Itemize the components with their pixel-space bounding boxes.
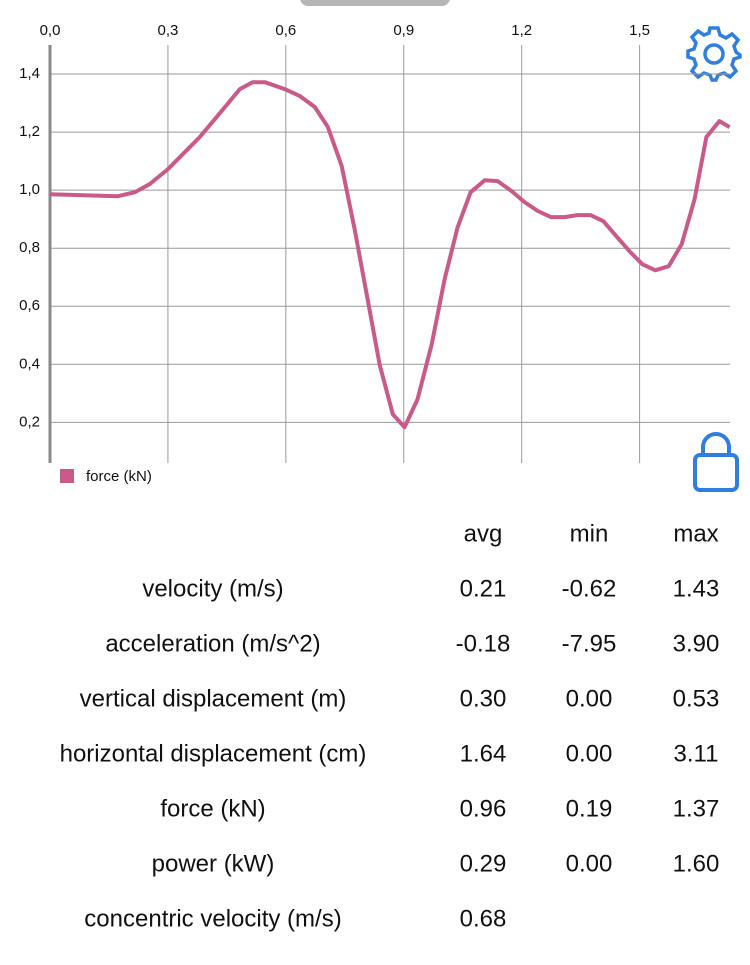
- x-tick-label: 0,9: [393, 22, 414, 39]
- y-tick-label: 1,0: [19, 181, 40, 198]
- x-tick-label: 1,2: [511, 22, 532, 39]
- legend-swatch: [60, 469, 74, 483]
- cell: 3.11: [674, 740, 719, 767]
- x-tick-label: 0,6: [275, 22, 296, 39]
- cell: 1.60: [673, 850, 720, 877]
- x-tick-label: 1,5: [629, 22, 650, 39]
- column-header: min: [570, 520, 609, 547]
- lock-icon[interactable]: [693, 432, 739, 492]
- y-tick-label: 1,2: [19, 123, 40, 140]
- cell: -7.95: [562, 630, 617, 657]
- cell: 3.90: [673, 630, 720, 657]
- cell: 1.37: [673, 795, 720, 822]
- cell: -0.62: [562, 575, 617, 602]
- y-tick-label: 0,4: [19, 355, 40, 372]
- cell: 0.21: [460, 575, 507, 602]
- cell: 0.19: [566, 795, 613, 822]
- cell: 0.00: [566, 850, 613, 877]
- data-line: [49, 80, 731, 430]
- cell: 0.00: [566, 685, 613, 712]
- row-label: horizontal displacement (cm): [60, 740, 367, 767]
- x-tick-label: 0,3: [157, 22, 178, 39]
- row-label: velocity (m/s): [142, 575, 283, 602]
- cell: -0.18: [456, 630, 511, 657]
- row-label: force (kN): [160, 795, 265, 822]
- y-tick-label: 1,4: [19, 65, 40, 82]
- row-label: vertical displacement (m): [80, 685, 347, 712]
- cell: 0.96: [460, 795, 507, 822]
- cell: 1.64: [460, 740, 507, 767]
- cell: 1.43: [673, 575, 720, 602]
- legend-label: force (kN): [86, 468, 152, 485]
- row-label: acceleration (m/s^2): [105, 630, 320, 657]
- cell: 0.29: [460, 850, 507, 877]
- cell: 0.53: [673, 685, 720, 712]
- cell: 0.30: [460, 685, 507, 712]
- y-tick-label: 0,8: [19, 239, 40, 256]
- settings-icon[interactable]: [686, 26, 742, 82]
- row-label: concentric velocity (m/s): [84, 905, 341, 932]
- y-tick-label: 0,6: [19, 297, 40, 314]
- column-header: avg: [464, 520, 503, 547]
- top-handle: [300, 0, 450, 6]
- x-tick-label: 0,0: [40, 22, 61, 39]
- cell: 0.00: [566, 740, 613, 767]
- column-header: max: [673, 520, 718, 547]
- y-tick-label: 0,2: [19, 413, 40, 430]
- row-label: power (kW): [152, 850, 275, 877]
- cell: 0.68: [460, 905, 507, 932]
